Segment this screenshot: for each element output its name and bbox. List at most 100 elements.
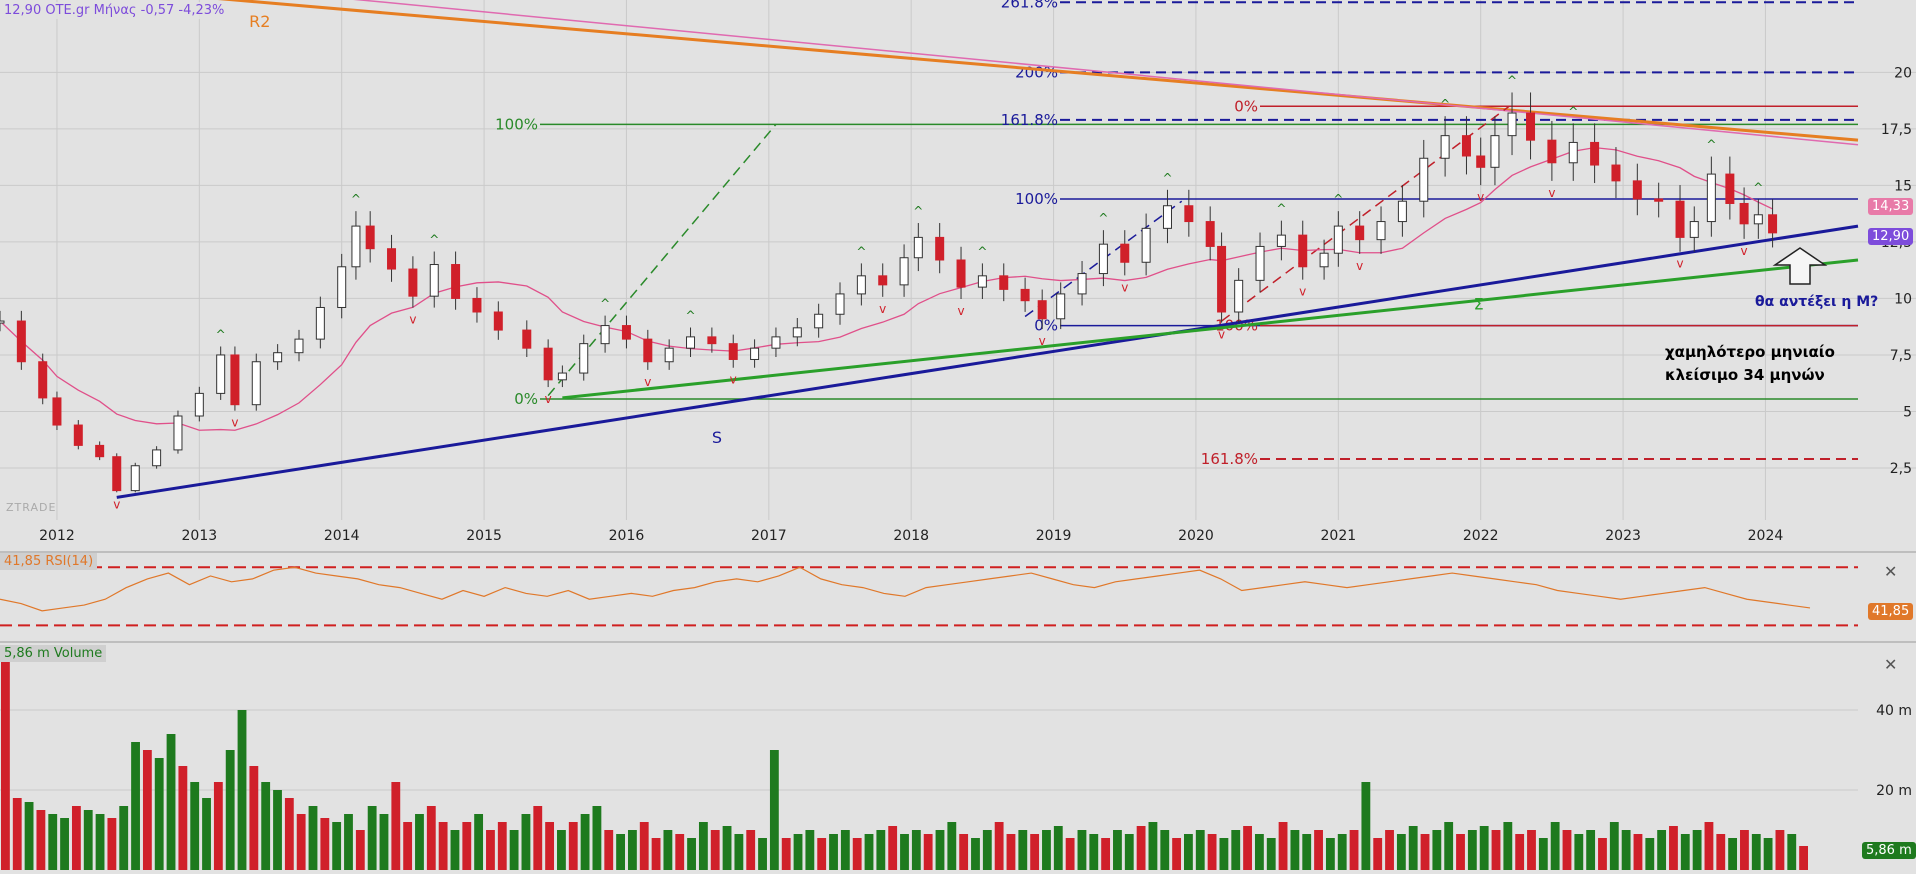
x-tick-label: 2016 [609, 528, 645, 544]
candle-body [493, 311, 503, 331]
y-tick-label: 10 [1894, 291, 1912, 307]
arrow-up-icon [1772, 247, 1828, 285]
volume-bar [1053, 826, 1063, 870]
trendline-label: Σ [1474, 295, 1484, 314]
volume-bar [805, 830, 815, 870]
volume-bar [1089, 834, 1099, 870]
candle-body [1276, 234, 1286, 247]
annotation-text: θα αντέξει η Μ? [1755, 294, 1878, 310]
volume-bar [1101, 838, 1111, 870]
candle-body [579, 343, 589, 374]
volume-bar [308, 806, 318, 870]
close-volume-icon[interactable]: ✕ [1884, 655, 1898, 674]
x-tick-label: 2013 [182, 528, 218, 544]
candle-body [1298, 234, 1308, 268]
volume-bar [1598, 838, 1607, 870]
fib-swing-line [1221, 105, 1510, 322]
candle-body [1654, 198, 1664, 202]
candle-body [600, 325, 610, 345]
candle-body [95, 444, 105, 458]
pivot-high-marker: ^ [216, 327, 226, 341]
volume-bar [284, 798, 294, 870]
volume-bar [249, 766, 259, 870]
volume-bar [1231, 830, 1241, 870]
pivot-high-marker: ^ [1276, 202, 1286, 216]
volume-bar [1302, 834, 1312, 870]
volume-bar [332, 822, 342, 870]
pivot-high-marker: ^ [977, 244, 987, 258]
candle-body [543, 347, 553, 381]
volume-bar [758, 838, 767, 870]
pivot-low-marker: v [113, 497, 120, 511]
volume-bar [107, 818, 117, 870]
volume-bar [923, 834, 933, 870]
volume-bar [1325, 838, 1335, 870]
volume-bar [296, 814, 306, 870]
fib-level-label: 0% [514, 390, 538, 408]
candle-body [1675, 200, 1685, 238]
volume-bar [911, 830, 921, 870]
annotations: θα αντέξει η Μ? χαμηλότερο μηνιαίο κλείσιμ… [1665, 247, 1878, 384]
pivot-low-marker: v [409, 313, 416, 327]
volume-bar [722, 826, 732, 870]
volume-bar [1763, 838, 1773, 870]
volume-bar [166, 734, 176, 870]
volume-bar [1538, 838, 1548, 870]
volume-bar [1006, 834, 1016, 870]
y-tick-label: 15 [1894, 178, 1912, 194]
volume-bar [438, 822, 448, 870]
volume-bar [557, 830, 566, 870]
volume-bar [639, 822, 649, 870]
x-tick-label: 2017 [751, 528, 787, 544]
moving-average [0, 146, 1773, 431]
pivot-low-marker: v [1299, 285, 1306, 299]
pivot-low-marker: v [730, 373, 737, 387]
volume-bar [1503, 822, 1513, 870]
volume-bar [367, 806, 377, 870]
volume-bar [1456, 834, 1465, 870]
volume-bar [415, 814, 424, 870]
volume-bar [1195, 830, 1205, 870]
close-rsi-icon[interactable]: ✕ [1884, 562, 1898, 581]
volume-bar [1124, 834, 1134, 870]
pivot-high-marker: ^ [1507, 73, 1517, 87]
volume-bar [1018, 830, 1028, 870]
candle-body [1319, 252, 1329, 268]
candle-body [429, 264, 439, 297]
candle-body [1184, 205, 1194, 223]
candle-body [472, 297, 482, 313]
volume-bar [1148, 822, 1158, 870]
pivot-low-marker: v [1676, 257, 1683, 271]
volume-bar [568, 822, 578, 870]
candle-body [913, 236, 923, 259]
price-badge: 12,90 [1868, 228, 1914, 245]
volume-bar [12, 798, 22, 870]
volume-bar [1574, 834, 1584, 870]
volume-bar [1373, 838, 1383, 870]
candle-body [0, 320, 5, 324]
volume-bar [391, 782, 401, 870]
volume-bar [1030, 834, 1040, 870]
pivot-low-marker: v [1548, 186, 1555, 200]
candle-body [1255, 245, 1265, 281]
volume-bar [971, 838, 980, 870]
candle-body [1234, 279, 1244, 313]
volume-bar [592, 806, 602, 870]
axes: 2012 2013 2014 2015 2016 2017 2018 2019 2020 2021… [0, 65, 1916, 643]
candle-body [73, 424, 83, 446]
candle-body [112, 456, 122, 492]
volume-bar [1385, 830, 1394, 870]
candle-body [835, 293, 845, 315]
volume-bar [817, 838, 827, 870]
candle-body [1568, 141, 1578, 164]
rsi-badge: 41,85 [1868, 603, 1914, 620]
volume-bar [698, 822, 708, 870]
candles [0, 92, 1778, 493]
volume-bar [403, 822, 413, 870]
volume-bar [48, 814, 58, 870]
volume-bar [982, 830, 992, 870]
volume-bar [1491, 830, 1501, 870]
pivot-high-marker: ^ [1440, 97, 1450, 111]
x-tick-label: 2022 [1463, 528, 1499, 544]
